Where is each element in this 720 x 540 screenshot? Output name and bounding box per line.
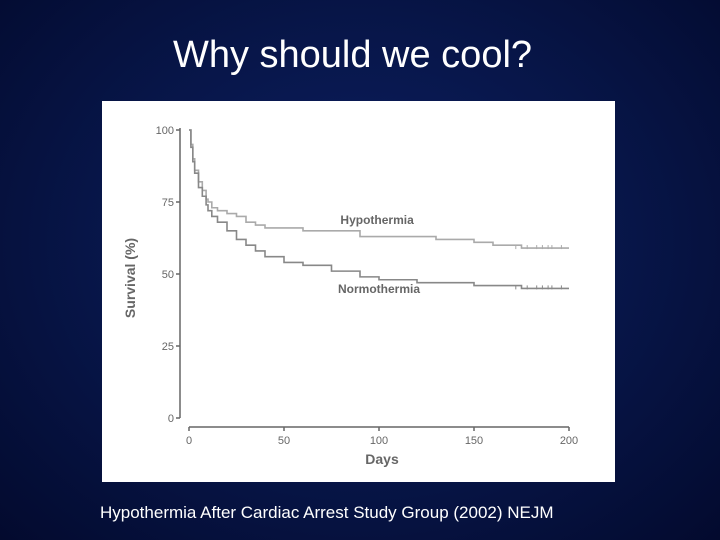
slide-title: Why should we cool? <box>172 34 533 76</box>
x-tick-label: 150 <box>465 435 483 447</box>
x-tick-label: 100 <box>370 435 388 447</box>
chart-labels: Days Survival (%) Hypothermia Normothermia <box>122 213 420 467</box>
series-line-hypothermia <box>189 129 569 249</box>
chart-series <box>189 129 569 290</box>
survival-chart: 0 25 50 75 100 0 50 100 150 200 Days Survival (%) H… <box>122 125 579 467</box>
y-tick-label: 0 <box>168 413 174 425</box>
chart-ticks: 0 25 50 75 100 0 50 100 150 200 <box>156 125 579 447</box>
y-tick-label: 25 <box>162 341 174 353</box>
x-tick-label: 0 <box>186 435 192 447</box>
series-label-hypothermia: Hypothermia <box>340 213 414 227</box>
x-axis-label: Days <box>365 451 399 467</box>
source-caption: Hypothermia After Cardiac Arrest Study G… <box>100 503 554 522</box>
series-line-normothermia <box>189 129 569 290</box>
chart-panel: 0 25 50 75 100 0 50 100 150 200 Days Survival (%) H… <box>102 101 615 482</box>
y-axis-label: Survival (%) <box>122 238 138 318</box>
y-tick-label: 50 <box>162 269 174 281</box>
x-tick-label: 50 <box>278 435 290 447</box>
x-tick-label: 200 <box>560 435 578 447</box>
y-tick-label: 100 <box>156 125 174 137</box>
series-label-normothermia: Normothermia <box>338 282 420 296</box>
y-tick-label: 75 <box>162 197 174 209</box>
